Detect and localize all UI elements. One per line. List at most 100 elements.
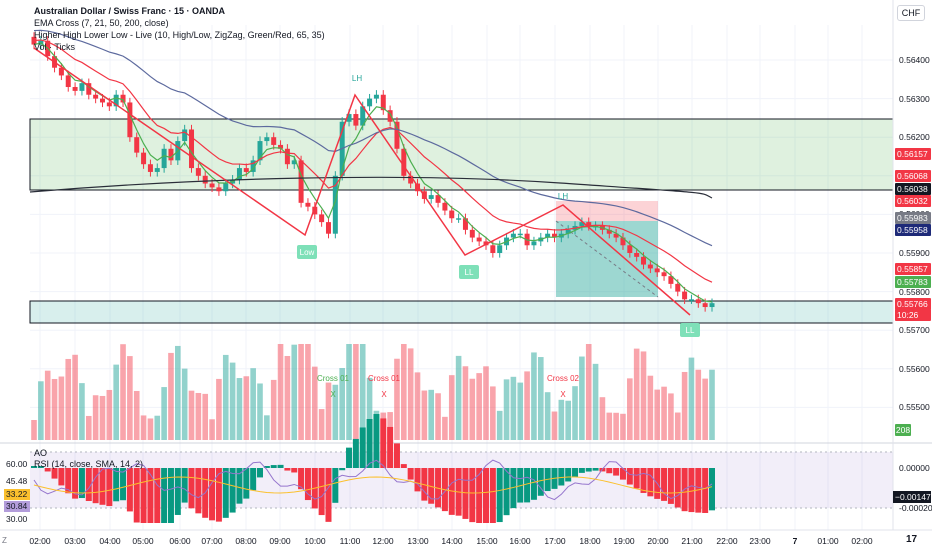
candle-body xyxy=(147,164,153,172)
ao-bar xyxy=(284,468,291,471)
ao-bar xyxy=(407,468,414,480)
candle-body xyxy=(442,202,448,211)
ao-bar xyxy=(626,468,633,485)
hhll-indicator[interactable]: Higher High Lower Low - Live (10, High/L… xyxy=(34,30,325,40)
candle-body xyxy=(401,148,407,176)
ao-bar xyxy=(352,438,359,468)
ao-bar xyxy=(578,468,585,473)
time-tick: 06:00 xyxy=(169,536,191,546)
symbol-title[interactable]: Australian Dollar / Swiss Franc · 15 · O… xyxy=(34,6,226,16)
candle-body xyxy=(353,114,359,126)
volume-bar xyxy=(654,389,661,440)
timezone-label[interactable]: Z xyxy=(2,536,7,545)
ao-bar xyxy=(346,447,353,468)
pivot-lh-1: LH xyxy=(352,74,362,83)
ao-bar xyxy=(31,466,37,468)
ao-bar xyxy=(592,468,599,471)
time-tick: 20:00 xyxy=(647,536,669,546)
ao-bar xyxy=(113,468,120,502)
volume-bar xyxy=(318,409,325,440)
ao-bar xyxy=(572,468,579,478)
volume-bar xyxy=(627,378,633,440)
price-label: 0.55766 xyxy=(895,298,931,310)
ao-bar xyxy=(558,468,565,486)
price-label: 0.55857 xyxy=(895,263,931,275)
candle-body xyxy=(702,303,708,308)
tradingview-logo[interactable]: 17 xyxy=(906,534,918,545)
candle-body xyxy=(250,160,256,172)
volume-indicator[interactable]: Vol · Ticks xyxy=(34,42,76,52)
candle-body xyxy=(654,268,660,273)
volume-bar xyxy=(476,373,482,440)
candle-body xyxy=(373,94,379,99)
volume-bar xyxy=(257,383,263,440)
ao-legend[interactable]: AO xyxy=(34,448,48,458)
time-tick: 21:00 xyxy=(681,536,703,546)
ao-bar xyxy=(647,468,654,497)
volume-bar xyxy=(31,420,37,440)
volume-bar xyxy=(236,378,243,440)
rsi-tick: 60.00 xyxy=(6,459,28,469)
volume-bar xyxy=(462,366,469,440)
volume-bar xyxy=(113,364,119,440)
volume-bar xyxy=(250,368,256,440)
ao-bar xyxy=(537,468,544,496)
time-tick: 14:00 xyxy=(441,536,463,546)
candle-body xyxy=(415,183,421,192)
candle-body xyxy=(99,98,105,103)
pivot-low: Low xyxy=(300,248,315,257)
volume-bar xyxy=(572,386,578,440)
volume-bar xyxy=(79,383,85,440)
ao-bar xyxy=(304,468,311,501)
ao-bar xyxy=(688,468,695,513)
ema-cross-indicator[interactable]: EMA Cross (7, 21, 50, 200, close) xyxy=(34,18,169,28)
volume-bar xyxy=(442,416,448,440)
volume-bar xyxy=(298,344,304,440)
ema-7-line xyxy=(33,42,713,303)
volume-bar xyxy=(531,352,537,440)
ao-bar xyxy=(709,468,715,511)
time-tick: 03:00 xyxy=(64,536,86,546)
currency-badge[interactable]: CHF xyxy=(897,5,925,21)
ao-bar xyxy=(188,468,195,509)
ao-bar xyxy=(380,418,387,468)
ao-bar xyxy=(106,468,113,507)
candle-body xyxy=(490,245,496,253)
candle-body xyxy=(380,94,386,111)
ao-bar xyxy=(51,468,58,479)
volume-bar xyxy=(435,393,441,440)
volume-bar xyxy=(325,382,332,440)
price-label: 0.55958 xyxy=(895,224,931,236)
volume-bar xyxy=(709,369,715,440)
ao-bar xyxy=(167,468,174,523)
volume-bar xyxy=(633,348,640,440)
volume-bar xyxy=(92,395,99,440)
ao-bar xyxy=(530,468,537,500)
ao-bar xyxy=(174,468,181,515)
volume-badge: 208 xyxy=(895,424,911,436)
time-tick: 05:00 xyxy=(132,536,154,546)
rsi-legend[interactable]: RSI (14, close, SMA, 14, 2) xyxy=(34,459,144,469)
candle-body xyxy=(469,229,475,238)
ao-bar xyxy=(619,468,626,480)
candle-body xyxy=(134,137,140,153)
price-label: 0.56068 xyxy=(895,170,931,182)
ao-bar xyxy=(633,468,640,489)
candle-body xyxy=(189,129,195,169)
ao-bar xyxy=(674,468,681,508)
volume-bar xyxy=(195,392,202,440)
time-tick: 12:00 xyxy=(372,536,394,546)
price-tick: 0.55500 xyxy=(899,402,930,413)
candle-body xyxy=(298,160,304,203)
volume-bar xyxy=(311,366,318,440)
volume-bar xyxy=(613,412,619,440)
price-label: 0.56038 xyxy=(895,183,931,195)
ao-bar xyxy=(510,468,517,509)
candle-body xyxy=(291,160,297,165)
volume-bar xyxy=(133,390,140,440)
volume-bar xyxy=(592,363,599,440)
ao-bar xyxy=(65,468,72,494)
volume-bar xyxy=(558,399,565,440)
